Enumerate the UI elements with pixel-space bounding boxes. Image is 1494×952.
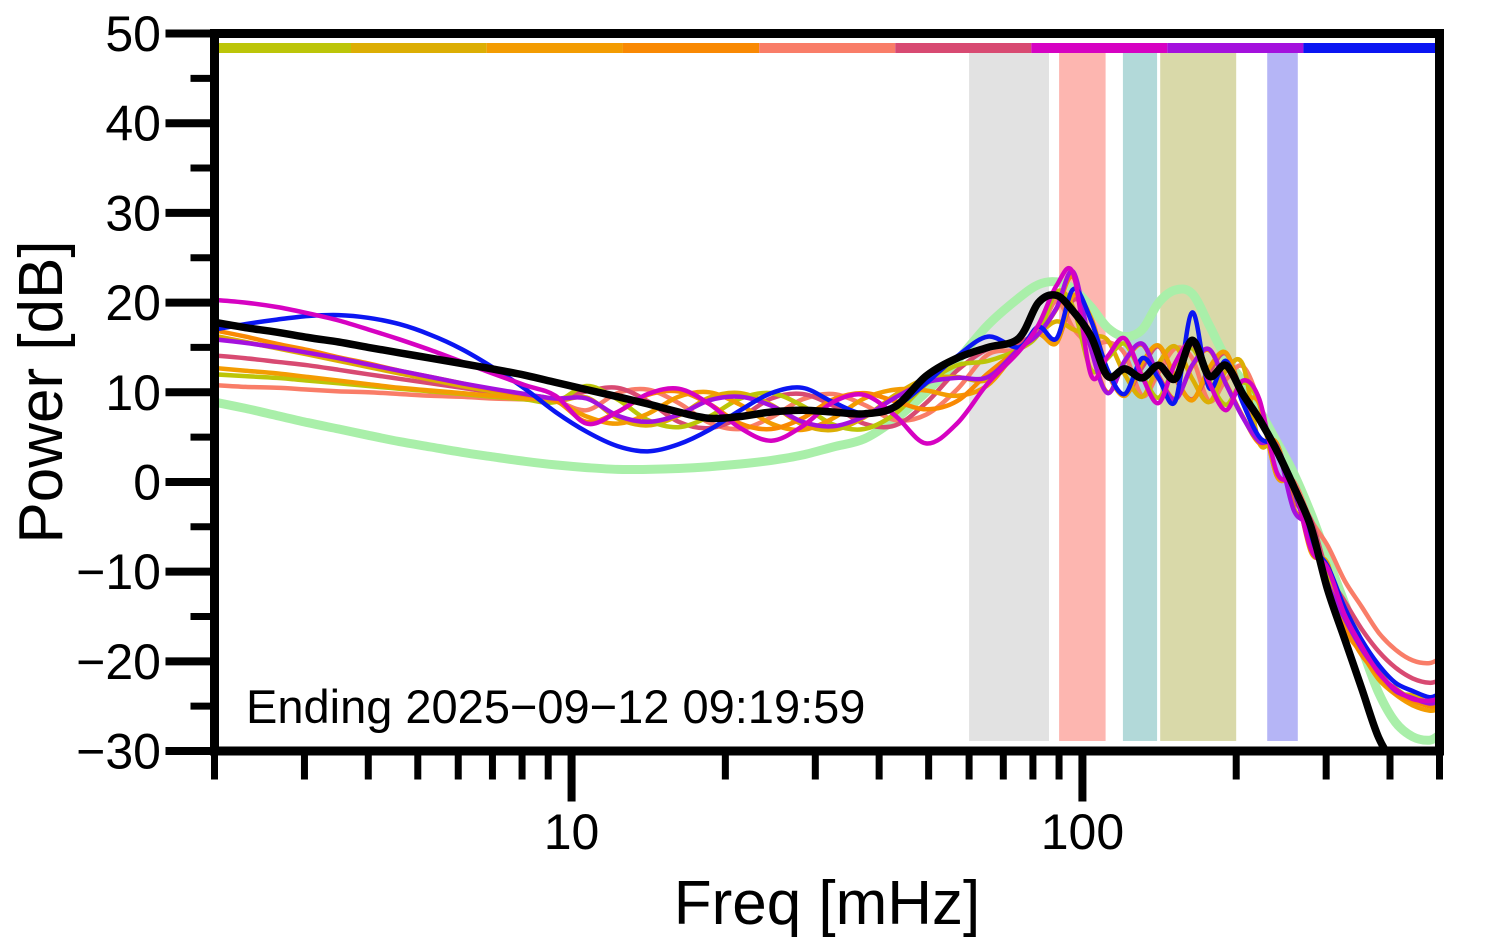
spectrum-line-mean-black: [219, 291, 1388, 747]
strip-segment: [895, 43, 1032, 53]
y-tick-label: 20: [105, 275, 161, 331]
y-tick-label: 30: [105, 185, 161, 241]
y-tick-label: 50: [105, 6, 161, 62]
shaded-band: [969, 53, 1049, 741]
strip-segment: [1303, 43, 1436, 53]
top-color-strip: [219, 43, 1436, 53]
spectrum-line-orange: [219, 292, 1436, 713]
shaded-frequency-bands: [969, 53, 1298, 741]
ending-timestamp-annotation: Ending 2025−09−12 09:19:59: [246, 680, 865, 733]
strip-segment: [351, 43, 487, 53]
x-axis-title: Freq [mHz]: [674, 869, 981, 938]
spectrum-line-green-reference: [219, 277, 1436, 745]
shaded-band: [1059, 53, 1106, 741]
spectrum-line-rose: [219, 296, 1436, 686]
y-tick-label: −10: [76, 544, 161, 600]
y-tick-label: 10: [105, 365, 161, 421]
spectrum-line-purple: [219, 268, 1436, 706]
y-tick-label: 0: [133, 454, 161, 510]
y-tick-label: −20: [76, 634, 161, 690]
strip-segment: [219, 43, 351, 53]
strip-segment: [1167, 43, 1304, 53]
strip-segment: [486, 43, 623, 53]
strip-segment: [759, 43, 896, 53]
y-axis-title: Power [dB]: [7, 240, 76, 543]
spectra-lines: [219, 265, 1436, 747]
axis-ticks: [165, 29, 1443, 802]
plot-frame: [210, 29, 1444, 756]
shaded-band: [1267, 53, 1298, 741]
plot-frame-border: [210, 29, 1444, 756]
x-tick-label: 100: [1041, 804, 1124, 860]
strip-segment: [1031, 43, 1168, 53]
y-tick-label: 40: [105, 96, 161, 152]
x-tick-label: 10: [544, 804, 600, 860]
y-tick-label: −30: [76, 724, 161, 780]
spectrum-line-magenta: [219, 265, 1436, 704]
strip-segment: [622, 43, 760, 53]
